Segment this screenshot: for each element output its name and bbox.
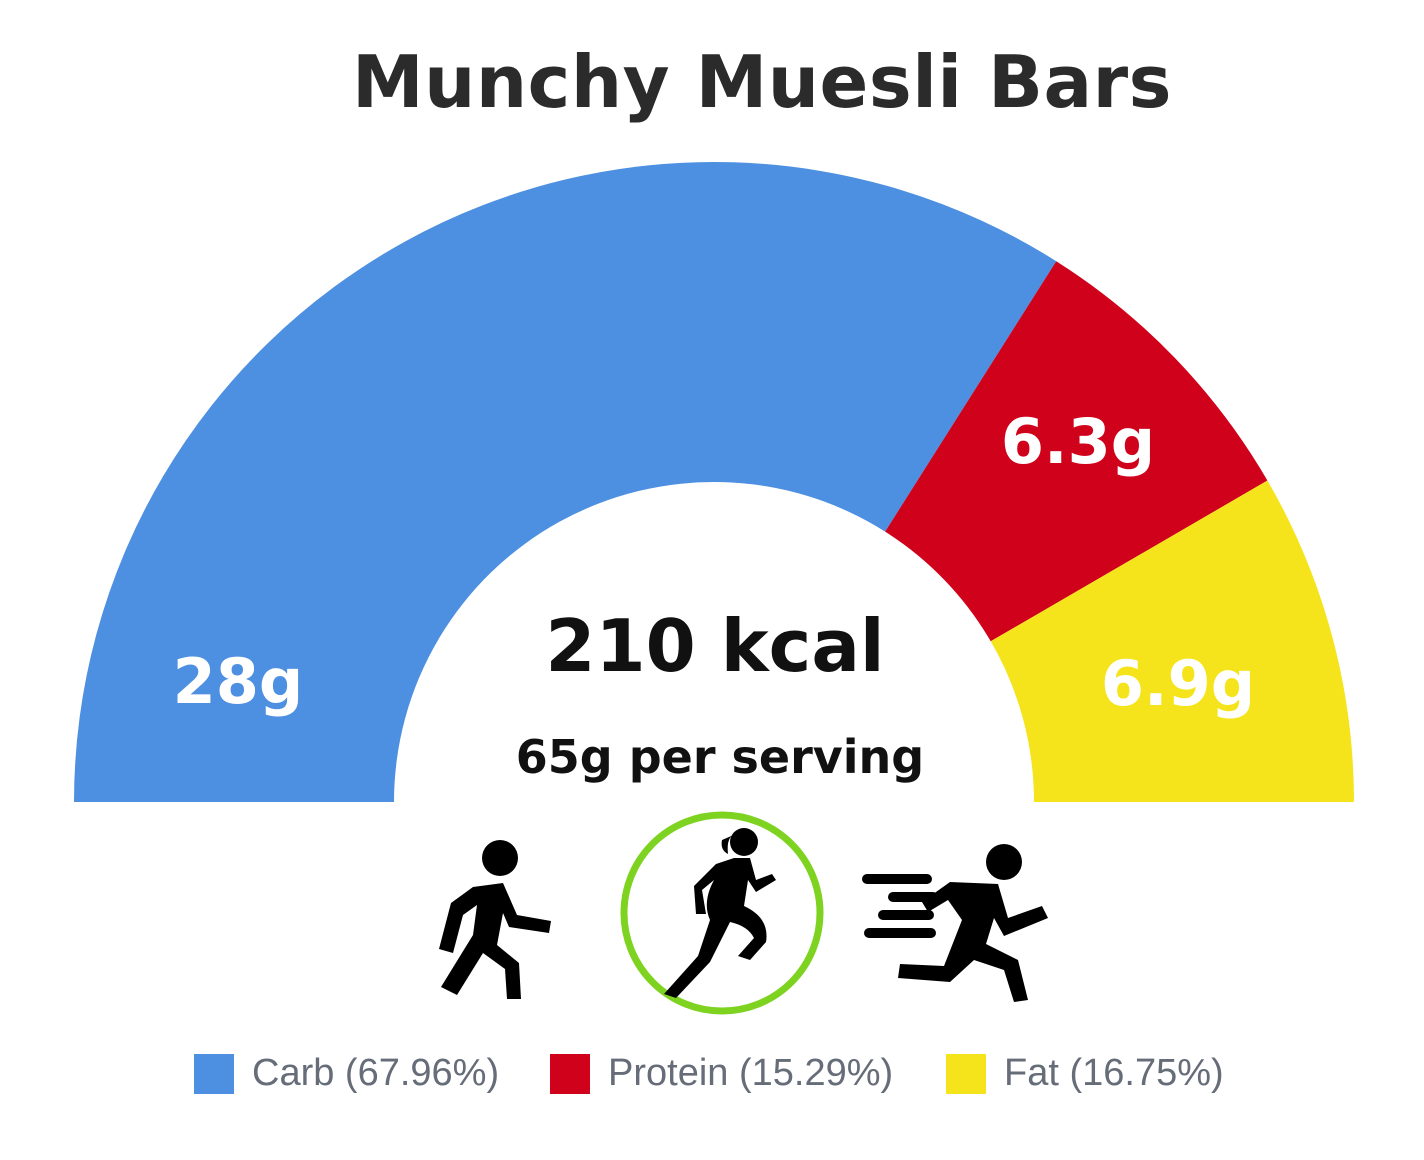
carb-data-label: 28g xyxy=(172,645,304,718)
sprinting-person-icon[interactable] xyxy=(858,840,1058,1010)
legend-swatch-fat xyxy=(946,1053,986,1094)
walking-person-icon[interactable] xyxy=(425,835,565,1005)
calories-value: 210 kcal xyxy=(545,604,885,688)
slice-protein[interactable] xyxy=(885,261,1268,642)
legend-swatch-protein xyxy=(550,1053,590,1094)
protein-data-label: 6.3g xyxy=(1000,405,1156,478)
chart-title: Munchy Muesli Bars xyxy=(352,40,1172,124)
serving-size: 65g per serving xyxy=(515,730,925,784)
fat-data-label: 6.9g xyxy=(1100,647,1256,720)
legend-label-carb: Carb (67.96%) xyxy=(252,1052,500,1094)
legend-label-protein: Protein (15.29%) xyxy=(608,1052,894,1094)
slice-fat[interactable] xyxy=(990,480,1354,802)
slice-carb[interactable] xyxy=(74,162,1057,803)
chart-legend: Carb (67.96%) Protein (15.29%) Fat (16.7… xyxy=(0,1052,1424,1108)
legend-item-fat[interactable]: Fat (16.75%) xyxy=(946,1052,1224,1095)
running-woman-icon[interactable] xyxy=(598,810,852,1016)
legend-item-protein[interactable]: Protein (15.29%) xyxy=(550,1052,893,1095)
legend-label-fat: Fat (16.75%) xyxy=(1004,1052,1224,1094)
legend-item-carb[interactable]: Carb (67.96%) xyxy=(194,1052,499,1095)
legend-swatch-carb xyxy=(194,1053,234,1094)
